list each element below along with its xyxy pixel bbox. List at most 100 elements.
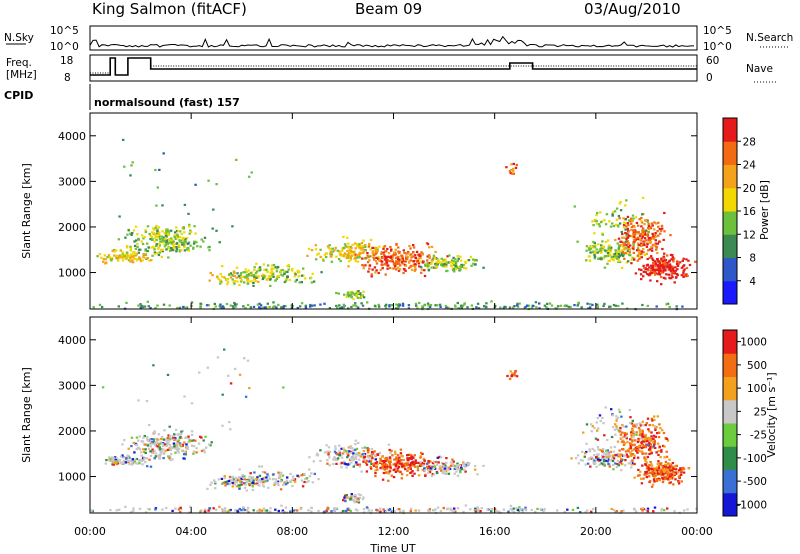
- echo-cell: [654, 469, 658, 472]
- echo-cell: [363, 446, 367, 449]
- echo-cell: [375, 465, 378, 469]
- echo-cell: [206, 366, 209, 369]
- echo-cell: [639, 477, 643, 480]
- echo-cell: [674, 478, 677, 481]
- echo-cell: [430, 465, 433, 468]
- echo-cell: [203, 508, 207, 511]
- echo-cell: [310, 304, 314, 307]
- echo-cell: [148, 423, 151, 427]
- echo-cell: [649, 226, 652, 229]
- echo-cell: [235, 276, 238, 279]
- echo-cell: [624, 240, 628, 243]
- echo-cell: [566, 508, 569, 511]
- echo-cell: [174, 246, 178, 249]
- echo-cell: [657, 436, 661, 439]
- echo-cell: [661, 266, 665, 269]
- echo-cell: [237, 508, 240, 511]
- echo-cell: [271, 478, 275, 481]
- echo-cell: [667, 273, 670, 276]
- echo-cell: [263, 268, 266, 271]
- echo-cell: [202, 439, 205, 442]
- echo-cell: [252, 477, 255, 480]
- echo-cell: [178, 236, 181, 239]
- echo-cell: [648, 464, 651, 467]
- echo-cell: [440, 462, 444, 465]
- echo-cell: [243, 276, 247, 279]
- echo-cell: [367, 456, 370, 459]
- echo-cell: [654, 471, 658, 474]
- echo-cell: [103, 254, 107, 257]
- echo-cell: [623, 247, 626, 250]
- echo-cell: [141, 242, 145, 246]
- echo-cell: [634, 272, 638, 275]
- echo-cell: [538, 302, 541, 305]
- echo-cell: [426, 261, 429, 265]
- echo-cell: [659, 463, 662, 466]
- echo-cell: [219, 303, 222, 306]
- echo-cell: [641, 235, 644, 238]
- echo-cell: [651, 266, 654, 269]
- echo-cell: [166, 438, 170, 441]
- echo-cell: [160, 235, 164, 238]
- echo-cell: [385, 458, 388, 461]
- echo-cell: [176, 237, 179, 240]
- echo-cell: [175, 248, 179, 251]
- echo-cell: [108, 456, 111, 459]
- echo-cell: [149, 238, 152, 241]
- echo-cell: [459, 259, 463, 262]
- echo-cell: [237, 477, 240, 480]
- echo-cell: [385, 456, 388, 459]
- echo-cell: [280, 471, 283, 474]
- echo-cell: [637, 231, 640, 234]
- echo-cell: [380, 256, 384, 259]
- echo-cell: [283, 270, 287, 273]
- echo-cell: [473, 464, 477, 468]
- echo-cell: [606, 451, 609, 454]
- echo-cell: [161, 239, 164, 243]
- echo-cell: [183, 246, 186, 249]
- echo-cell: [370, 509, 373, 512]
- echo-cell: [627, 224, 630, 227]
- echo-cell: [436, 263, 439, 266]
- echo-cell: [445, 457, 448, 460]
- echo-cell: [292, 477, 295, 480]
- echo-cell: [380, 260, 384, 263]
- echo-cell: [160, 255, 163, 258]
- echo-cell: [407, 251, 410, 254]
- echo-cell: [376, 248, 379, 251]
- echo-cell: [349, 509, 352, 513]
- echo-cell: [381, 478, 385, 481]
- echo-cell: [215, 183, 218, 186]
- time-axis: 00:00 04:00 08:00 12:00 16:00 20:00 00:00: [74, 113, 713, 538]
- echo-cell: [167, 439, 170, 442]
- echo-cell: [657, 221, 660, 224]
- echo-cell: [343, 448, 346, 452]
- echo-cell: [347, 495, 350, 499]
- echo-cell: [434, 508, 437, 511]
- echo-cell: [152, 245, 155, 248]
- echo-cell: [594, 462, 597, 465]
- echo-cell: [374, 458, 377, 461]
- echo-cell: [359, 292, 362, 295]
- echo-cell: [490, 508, 493, 511]
- echo-cell: [217, 278, 220, 281]
- echo-cell: [260, 274, 264, 277]
- echo-cell: [347, 265, 350, 268]
- echo-cell: [620, 252, 624, 255]
- echo-cell: [146, 438, 149, 441]
- echo-cell: [178, 442, 182, 445]
- echo-cell: [137, 446, 140, 449]
- echo-cell: [672, 257, 676, 260]
- echo-cell: [365, 460, 368, 463]
- echo-cell: [636, 446, 639, 449]
- echo-cell: [396, 258, 400, 261]
- echo-cell: [621, 236, 624, 239]
- echo-cell: [164, 506, 168, 510]
- echo-cell: [618, 259, 621, 262]
- echo-cell: [636, 456, 640, 459]
- echo-cell: [612, 450, 615, 453]
- echo-cell: [626, 222, 629, 225]
- echo-cell: [113, 456, 117, 459]
- echo-cell: [303, 473, 306, 476]
- echo-cell: [688, 263, 692, 267]
